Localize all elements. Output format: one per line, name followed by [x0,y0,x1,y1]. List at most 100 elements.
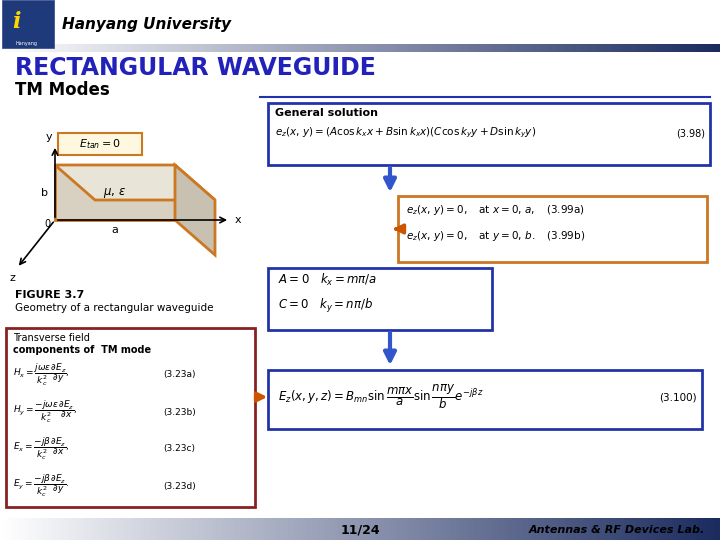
Bar [221,518,224,540]
Bar [588,518,591,540]
Bar [60,518,63,540]
Bar [29,518,32,540]
Bar [415,44,418,52]
Bar [250,518,253,540]
Bar [36,44,40,52]
Bar [482,44,486,52]
Bar [480,518,483,540]
Bar [653,518,656,540]
Bar [302,518,306,540]
Bar [629,44,632,52]
Bar [269,44,272,52]
Bar [475,518,479,540]
Bar [9,44,13,52]
Bar [629,518,632,540]
Bar [384,518,387,540]
Bar [646,518,649,540]
Bar [595,518,598,540]
Bar [634,518,637,540]
Bar [310,518,313,540]
Bar [636,44,639,52]
Bar [293,44,296,52]
Bar [197,518,200,540]
Bar [283,44,287,52]
Bar [269,518,272,540]
Bar [125,44,128,52]
Bar [454,518,457,540]
Bar [266,44,270,52]
Bar [434,44,438,52]
Bar [614,44,618,52]
Bar [223,518,227,540]
Bar [377,44,380,52]
Bar [557,518,560,540]
Bar [288,518,292,540]
Bar [240,44,243,52]
Bar [266,518,270,540]
Bar [682,518,685,540]
Bar [430,518,433,540]
Text: $E_z(x,y,z) = B_{mn}\sin\dfrac{m\pi x}{a}\sin\dfrac{n\pi y}{b}e^{-j\beta z}$: $E_z(x,y,z) = B_{mn}\sin\dfrac{m\pi x}{a… [278,383,484,411]
Bar [302,44,306,52]
Bar [585,518,589,540]
Bar [518,518,522,540]
Bar [549,518,553,540]
Bar [197,44,200,52]
Bar [317,44,320,52]
Bar [163,518,166,540]
Bar [333,518,337,540]
Bar [139,44,143,52]
Bar [432,44,436,52]
Bar [590,518,594,540]
Bar [192,518,195,540]
Bar [715,518,719,540]
Bar [271,518,274,540]
Bar [413,518,416,540]
Bar [223,44,227,52]
Bar [351,44,354,52]
Bar [607,518,611,540]
Text: Hanyang: Hanyang [16,42,38,46]
Bar [86,518,90,540]
Bar [230,518,234,540]
Bar [65,44,68,52]
Bar [144,44,148,52]
Bar [259,518,263,540]
Bar [490,44,493,52]
Bar [502,518,505,540]
Bar [261,518,265,540]
Bar [336,44,339,52]
Bar [175,44,179,52]
Bar [48,44,51,52]
Bar [243,44,246,52]
Bar [0,44,4,52]
Bar [401,44,404,52]
Bar [662,518,666,540]
Bar [526,44,529,52]
Bar [398,44,402,52]
Bar [117,44,121,52]
Bar [665,44,668,52]
Bar [387,518,390,540]
Bar [610,44,613,52]
Bar [115,518,119,540]
Bar [312,44,315,52]
Bar [243,518,246,540]
Bar [567,44,570,52]
Bar [657,44,661,52]
Bar [423,44,426,52]
Bar [96,44,99,52]
Bar [29,44,32,52]
Bar [703,44,706,52]
Bar [331,44,335,52]
FancyBboxPatch shape [58,133,142,155]
Bar [374,44,378,52]
Bar [463,44,467,52]
Bar [509,518,512,540]
Bar [70,44,73,52]
Bar [142,518,145,540]
Bar [698,44,702,52]
Bar [274,44,277,52]
Bar [89,518,92,540]
Bar [708,44,711,52]
